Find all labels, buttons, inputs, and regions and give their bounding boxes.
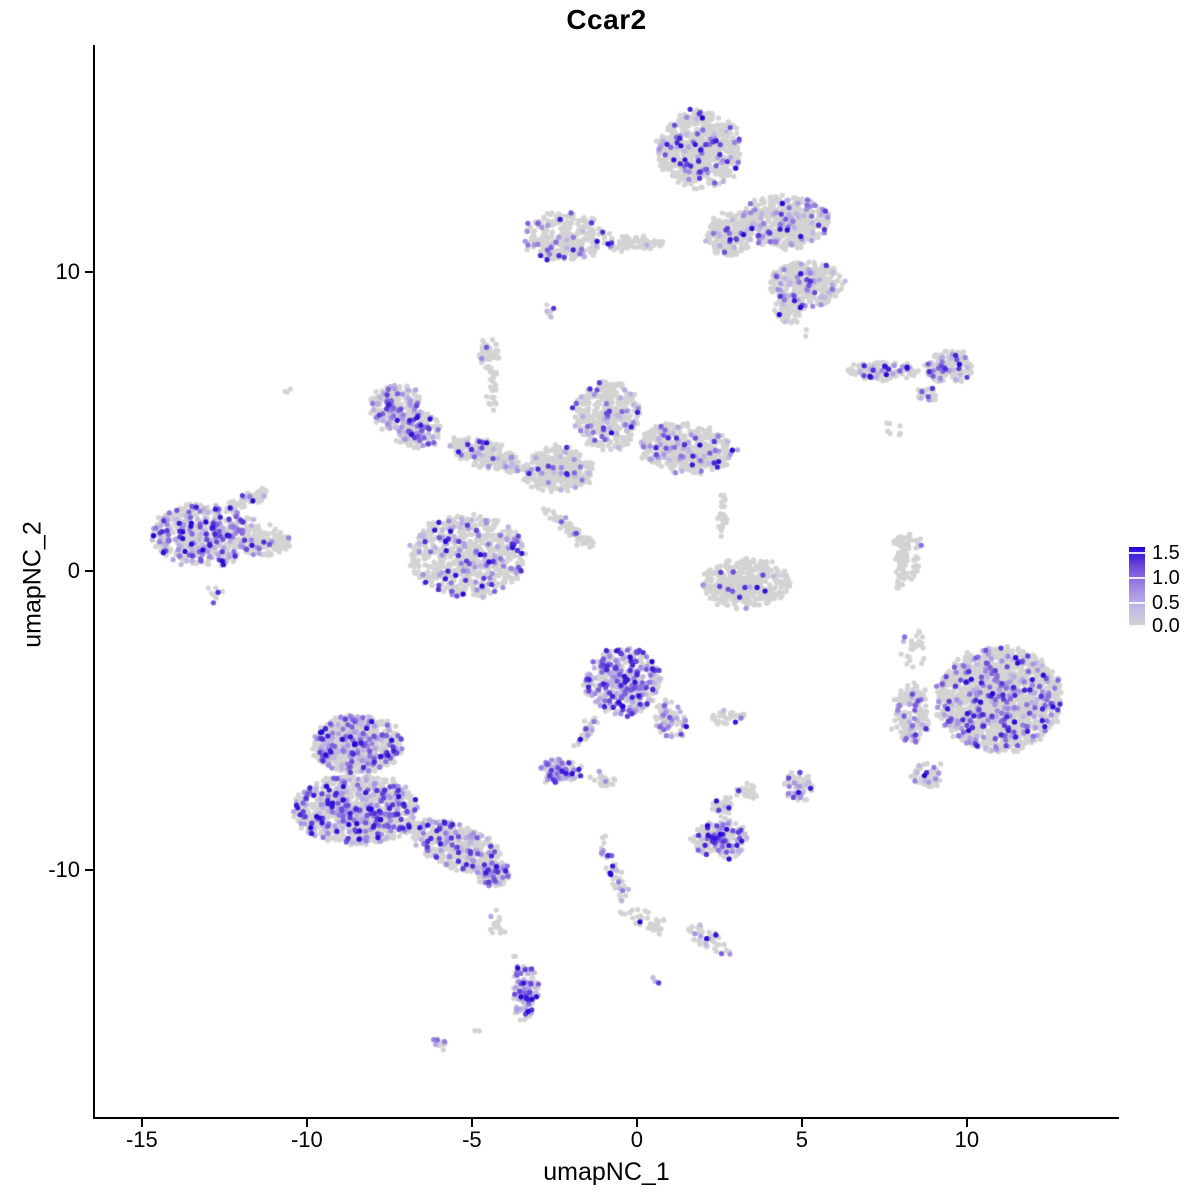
y-tick-label: -10 [48, 856, 80, 882]
x-tick-label: -10 [290, 1127, 323, 1152]
x-tick-mark [140, 1119, 143, 1127]
legend-tick-mark [1129, 625, 1145, 627]
y-tick-mark [85, 868, 93, 871]
legend-gradient-bar [1129, 547, 1145, 627]
x-tick-label: -15 [125, 1127, 158, 1152]
x-tick-label: 10 [954, 1127, 980, 1152]
legend-tick-label: 1.5 [1152, 542, 1180, 564]
legend-tick-mark [1129, 602, 1145, 604]
x-tick-mark [965, 1119, 968, 1127]
y-tick-mark [85, 271, 93, 274]
y-tick-mark [85, 569, 93, 572]
x-tick-label: 0 [630, 1127, 643, 1152]
y-axis-line [93, 45, 95, 1119]
x-tick-label: -5 [462, 1127, 482, 1152]
legend-tick-mark [1129, 577, 1145, 579]
y-axis-label: umapNC_2 [18, 521, 47, 648]
x-tick-label: 5 [795, 1127, 808, 1152]
y-tick-label: 0 [67, 557, 80, 583]
legend-tick-mark [1129, 552, 1145, 554]
x-tick-mark [800, 1119, 803, 1127]
legend-tick-label: 1.0 [1152, 567, 1180, 589]
legend-tick-label: 0.0 [1152, 615, 1180, 637]
x-tick-mark [305, 1119, 308, 1127]
legend-tick-label: 0.5 [1152, 592, 1180, 614]
x-tick-mark [470, 1119, 473, 1127]
x-axis-line [93, 1117, 1119, 1119]
x-axis-label: umapNC_1 [543, 1158, 670, 1186]
y-tick-label: 10 [55, 259, 80, 285]
x-tick-mark [635, 1119, 638, 1127]
